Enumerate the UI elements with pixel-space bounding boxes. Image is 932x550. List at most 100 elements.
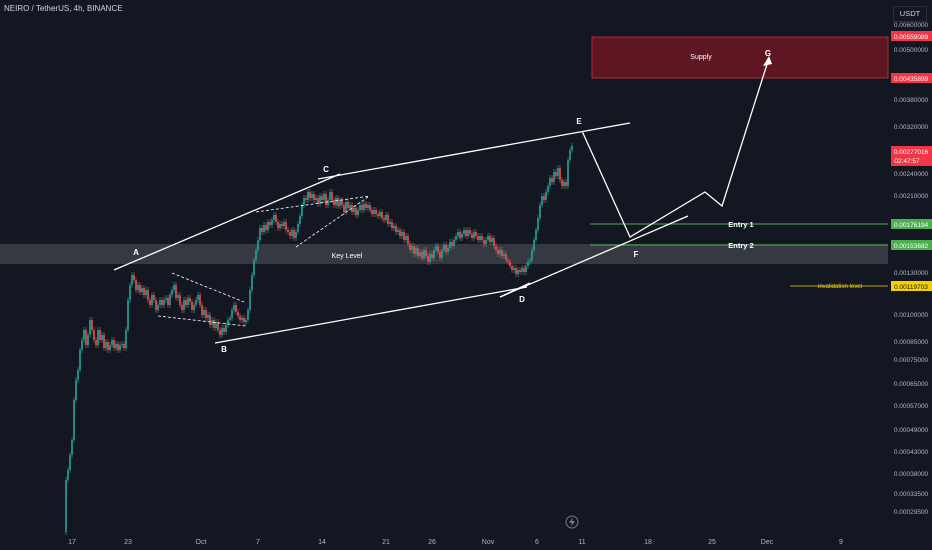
time-tick-label: Dec	[761, 539, 774, 546]
time-tick-label: 17	[68, 539, 76, 546]
candle-body	[517, 270, 519, 274]
candle-body	[387, 215, 389, 224]
candle-body	[247, 310, 249, 320]
candle-body	[487, 236, 489, 240]
candle-body	[503, 254, 505, 256]
price-tick-label: 0.00043000	[894, 449, 929, 456]
invalidation-tag-bg	[891, 281, 932, 291]
candle-body	[143, 288, 145, 295]
candle-body	[85, 330, 87, 345]
candle-body	[385, 215, 387, 220]
time-tick-label: Oct	[196, 539, 207, 546]
candle-body	[123, 344, 125, 348]
price-tick-label: 0.00500000	[894, 47, 929, 54]
candle-body	[181, 305, 183, 310]
candle-body	[453, 240, 455, 246]
time-tick-label: 25	[708, 539, 716, 546]
time-tick-label: 21	[382, 539, 390, 546]
candle-body	[529, 260, 531, 262]
candle-body	[401, 232, 403, 236]
candle-body	[561, 180, 563, 186]
candle-body	[457, 232, 459, 236]
candle-body	[161, 300, 163, 305]
candle-body	[281, 224, 283, 226]
candle-body	[441, 250, 443, 258]
candle-body	[183, 300, 185, 310]
lightning-icon[interactable]	[565, 515, 579, 529]
candle-body	[485, 240, 487, 244]
candle-body	[257, 240, 259, 250]
candle-body	[557, 168, 559, 176]
candle-body	[113, 340, 115, 348]
time-axis[interactable]: 17 23 Oct 7 14 21 26 Nov 6 11 18 25 Dec 9	[68, 539, 843, 546]
candle-body	[513, 268, 515, 270]
candle-body	[473, 232, 475, 238]
candle-body	[565, 182, 567, 186]
candle-body	[335, 198, 337, 205]
candle-body	[329, 192, 331, 200]
candle-body	[535, 230, 537, 240]
candle-body	[437, 246, 439, 252]
channel-upper-1	[113, 173, 341, 271]
candle-body	[153, 295, 155, 300]
candle-body	[185, 300, 187, 305]
candle-body	[127, 300, 129, 330]
candle-body	[137, 285, 139, 290]
candle-body	[209, 315, 211, 325]
entry2-tag-bg	[891, 240, 932, 250]
candle-body	[431, 254, 433, 258]
channel-lower-ext	[499, 215, 689, 298]
candle-body	[89, 320, 91, 335]
candle-body	[293, 230, 295, 238]
candle-body	[243, 318, 245, 322]
candle-body	[567, 160, 569, 186]
candle-body	[313, 194, 315, 200]
candle-body	[97, 330, 99, 345]
candle-body	[339, 200, 341, 206]
candle-body	[145, 290, 147, 295]
candle-body	[361, 205, 363, 210]
point-label-f: F	[634, 250, 639, 259]
candle-body	[429, 254, 431, 262]
candle-body	[337, 198, 339, 206]
currency-selector[interactable]: USDT	[893, 6, 927, 22]
candle-body	[341, 200, 343, 205]
candle-body	[289, 232, 291, 236]
candle-body	[447, 248, 449, 252]
candle-body	[205, 310, 207, 318]
candle-body	[151, 295, 153, 305]
candle-body	[495, 246, 497, 250]
candle-body	[131, 275, 133, 285]
candle-body	[69, 455, 71, 470]
candle-body	[125, 330, 127, 348]
candle-body	[255, 250, 257, 260]
candles	[65, 143, 573, 535]
candle-body	[519, 270, 521, 272]
price-axis[interactable]: 0.00600000 0.00500000 0.00380000 0.00320000…	[894, 22, 929, 516]
point-label-b: B	[221, 345, 227, 354]
candle-body	[291, 230, 293, 236]
time-tick-label: 9	[839, 539, 843, 546]
candle-body	[397, 230, 399, 232]
entry1-tag: 0.00176194	[894, 222, 929, 229]
entry2-label: Entry 2	[728, 241, 753, 250]
candle-body	[393, 226, 395, 228]
supply-bottom-tag-bg	[891, 73, 932, 83]
candle-body	[219, 330, 221, 335]
candle-body	[73, 400, 75, 440]
candle-body	[129, 285, 131, 300]
candle-body	[275, 215, 277, 222]
candle-body	[177, 295, 179, 298]
candle-body	[549, 178, 551, 186]
candle-body	[311, 194, 313, 198]
candle-body	[451, 242, 453, 246]
candle-body	[297, 224, 299, 232]
time-tick-label: 26	[428, 539, 436, 546]
candle-body	[101, 335, 103, 340]
candle-body	[381, 212, 383, 218]
point-label-d: D	[519, 295, 525, 304]
candle-body	[461, 234, 463, 238]
candle-body	[399, 230, 401, 236]
candle-body	[541, 196, 543, 205]
